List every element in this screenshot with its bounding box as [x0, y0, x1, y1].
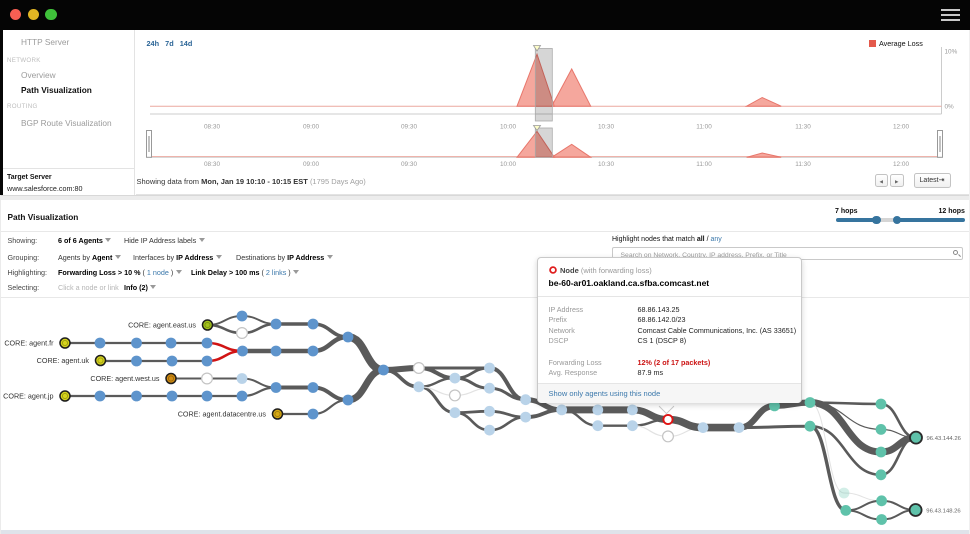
svg-text:11:00: 11:00	[696, 124, 712, 131]
svg-text:CORE: agent.uk: CORE: agent.uk	[37, 356, 90, 365]
svg-text:09:00: 09:00	[303, 161, 319, 168]
svg-text:10:00: 10:00	[500, 124, 516, 131]
svg-text:10:30: 10:30	[598, 124, 614, 131]
svg-text:08:30: 08:30	[204, 124, 220, 131]
svg-text:CORE: agent.fr: CORE: agent.fr	[4, 338, 54, 347]
svg-text:12:00: 12:00	[893, 124, 909, 131]
svg-text:CORE: agent.jp: CORE: agent.jp	[3, 391, 53, 400]
svg-text:10%: 10%	[945, 49, 958, 56]
svg-text:0%: 0%	[945, 104, 955, 111]
svg-text:09:30: 09:30	[401, 124, 417, 131]
svg-text:96.43.144.26: 96.43.144.26	[927, 436, 962, 442]
svg-text:11:30: 11:30	[795, 124, 811, 131]
svg-text:96.43.148.26: 96.43.148.26	[926, 509, 961, 515]
svg-text:09:30: 09:30	[401, 161, 417, 168]
svg-text:12:00: 12:00	[893, 161, 909, 168]
svg-text:11:30: 11:30	[795, 161, 811, 168]
svg-text:CORE: agent.datacentre.us: CORE: agent.datacentre.us	[178, 409, 267, 418]
svg-text:08:30: 08:30	[204, 161, 220, 168]
svg-text:CORE: agent.east.us: CORE: agent.east.us	[128, 320, 196, 329]
svg-text:11:00: 11:00	[696, 161, 712, 168]
svg-text:10:30: 10:30	[598, 161, 614, 168]
svg-text:09:00: 09:00	[303, 124, 319, 131]
svg-text:CORE: agent.west.us: CORE: agent.west.us	[90, 374, 160, 383]
svg-text:10:00: 10:00	[500, 161, 516, 168]
